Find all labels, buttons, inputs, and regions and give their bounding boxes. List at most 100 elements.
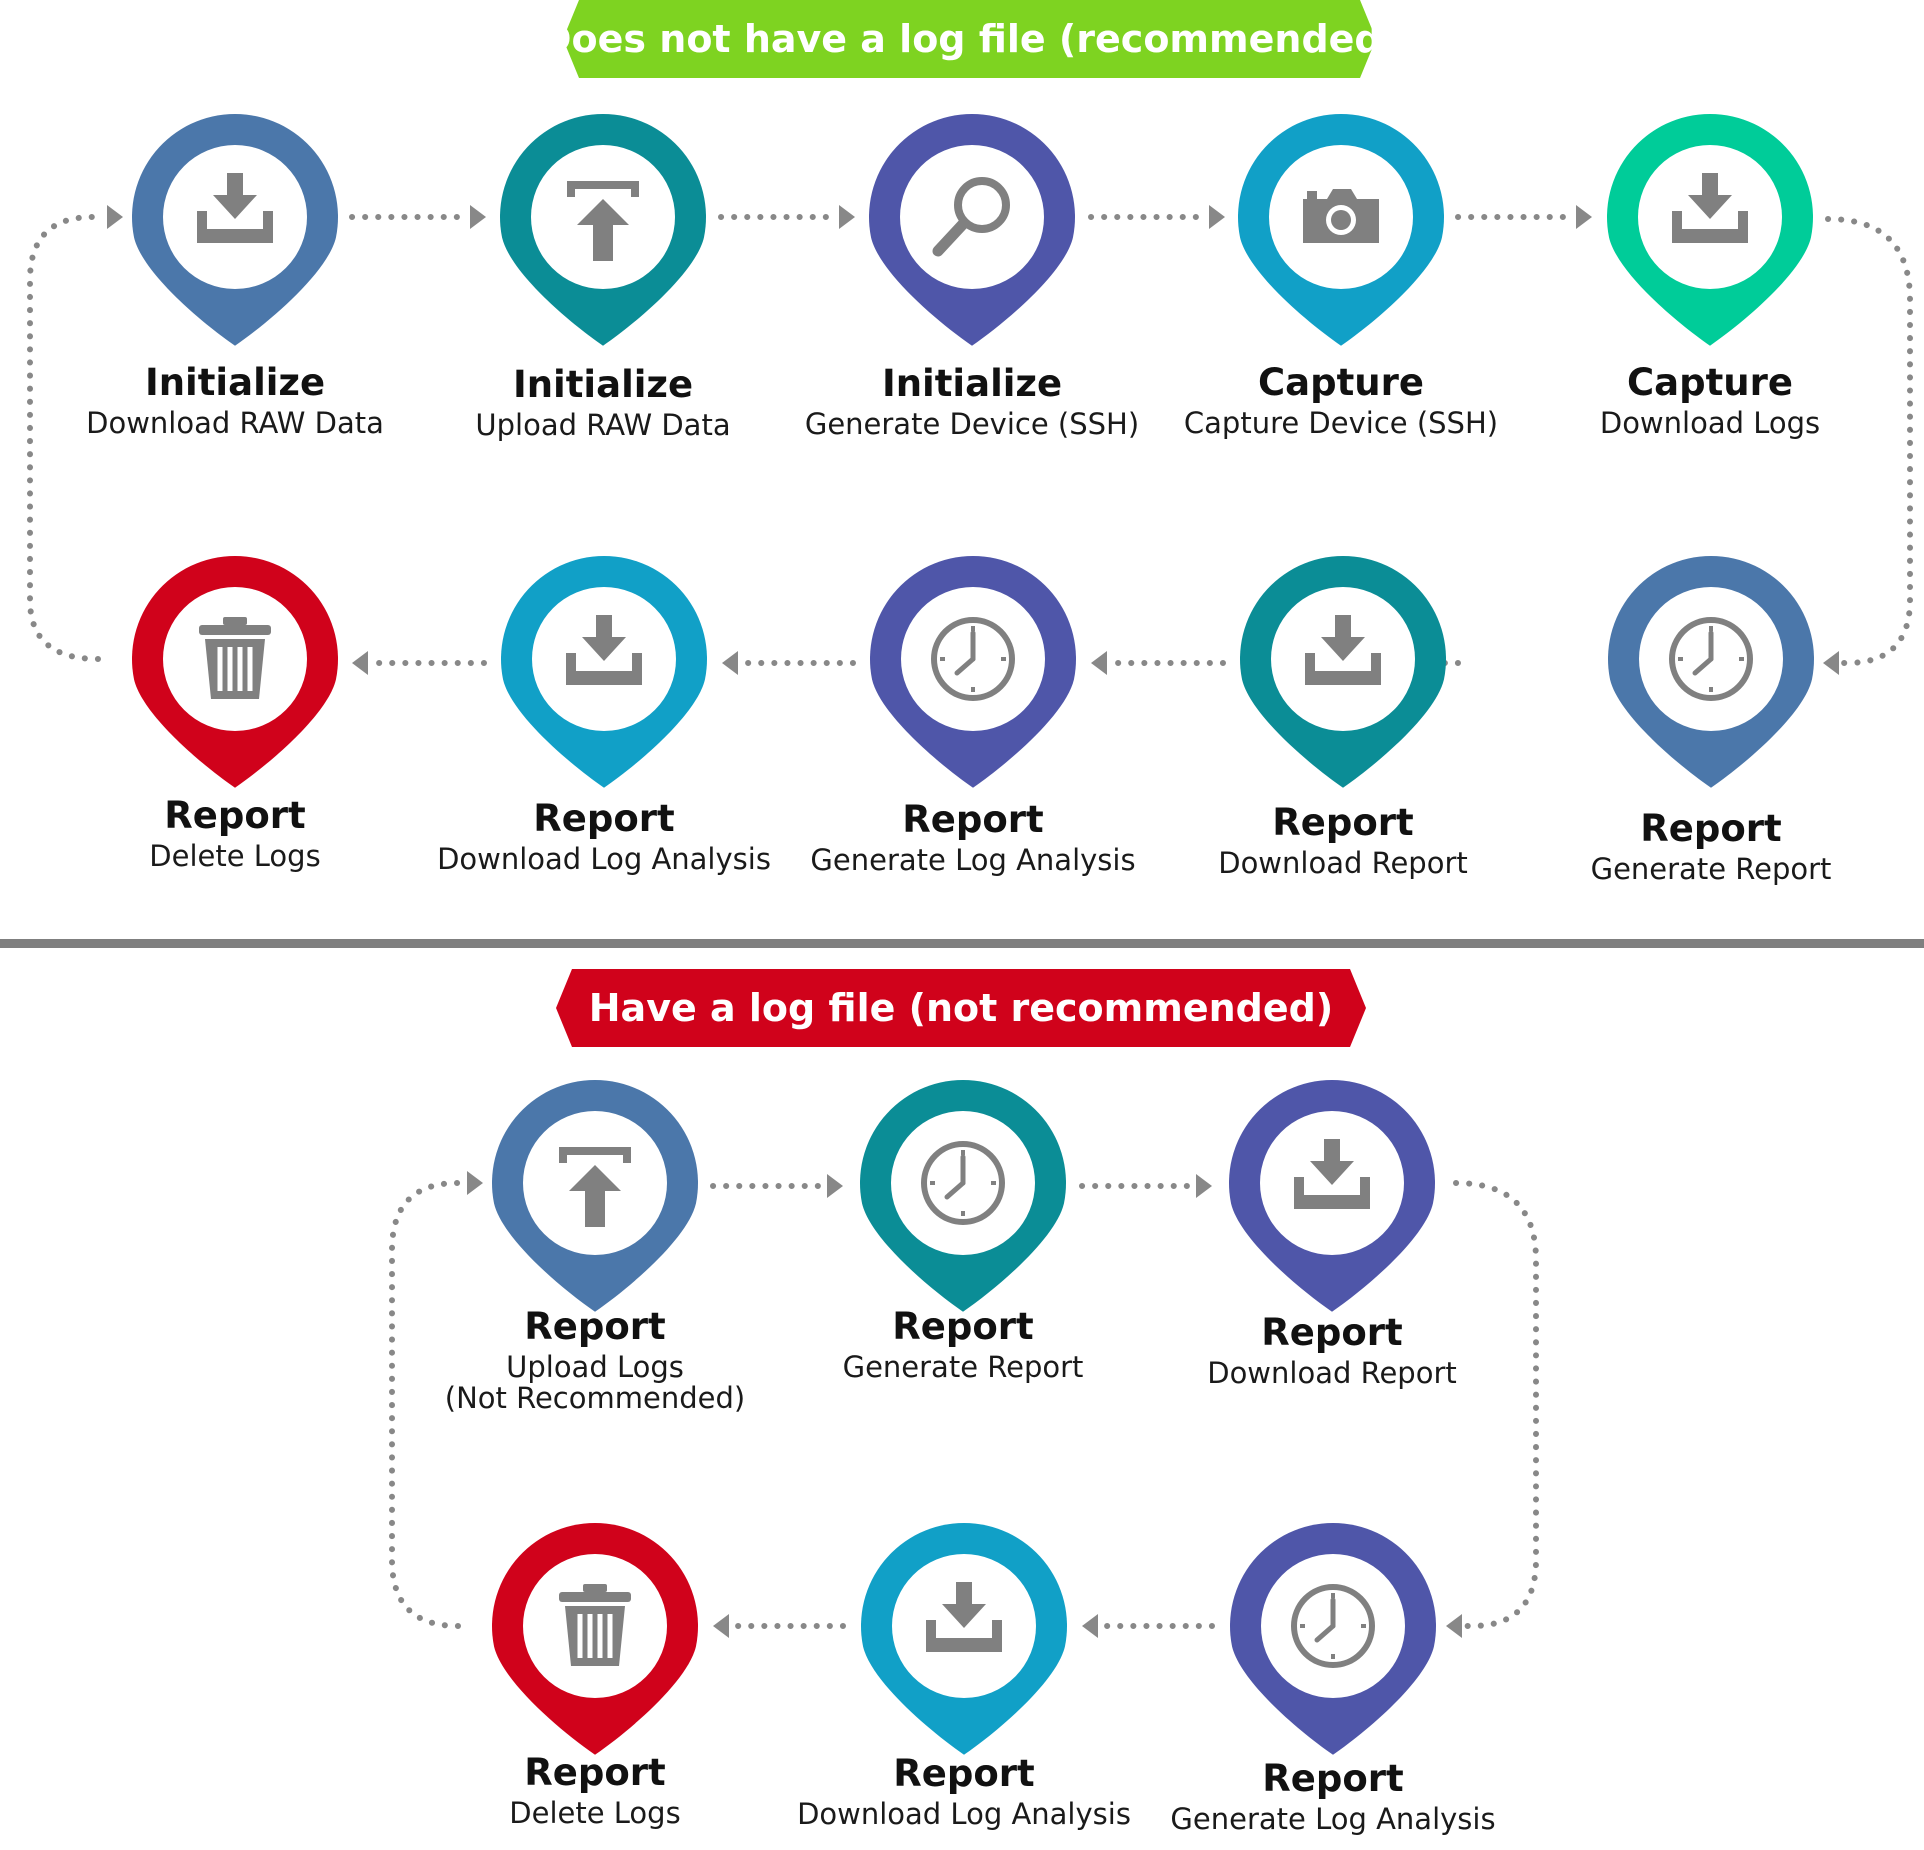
trash-lid [559, 1592, 631, 1602]
trash-handle [223, 617, 247, 625]
trash-slot [217, 647, 223, 691]
clock-icon [1291, 1584, 1375, 1668]
banner-shape [556, 969, 1366, 1047]
flow-connector [1091, 651, 1226, 675]
download-arrow-shaft [1324, 1139, 1340, 1163]
upload-icon [567, 181, 639, 261]
step-title: Report [893, 1752, 1034, 1795]
clock-icon [931, 617, 1015, 701]
download-arrow-head [582, 637, 626, 661]
camera-icon [1303, 189, 1379, 243]
download-arrow-head [213, 195, 257, 219]
download-arrow-shaft [1702, 173, 1718, 197]
download-arrow-head [1321, 637, 1365, 661]
loop-connector [1446, 1180, 1539, 1638]
flow-connector [349, 205, 486, 229]
step-title: Capture [1627, 361, 1793, 404]
download-arrow-shaft [596, 615, 612, 639]
loop-connector [27, 205, 123, 662]
step-subtitle: Generate Log Analysis [1170, 1802, 1495, 1836]
upload-tray [567, 181, 639, 197]
trash-slot [587, 1614, 593, 1658]
arrow-right-icon [1209, 205, 1225, 229]
arrow-right-icon [839, 205, 855, 229]
step-subtitle: Delete Logs [149, 839, 320, 873]
clock-hour-hand [954, 656, 976, 676]
trash-lid [199, 625, 271, 635]
download-tray [1305, 653, 1381, 685]
arrow-right-icon [1196, 1174, 1212, 1198]
magnifier-lens [954, 177, 1010, 233]
camera-flash [1307, 191, 1317, 199]
search-icon [932, 177, 1010, 257]
download-icon [1294, 1139, 1370, 1209]
step-subtitle: Upload Logs [506, 1350, 684, 1384]
step-title: Initialize [513, 363, 693, 406]
arrow-right-icon [1576, 205, 1592, 229]
download-icon [926, 1582, 1002, 1652]
step-subtitle: Download Report [1218, 846, 1468, 880]
upload-tray [559, 1147, 631, 1163]
arrow-left-icon [1091, 651, 1107, 675]
step-title: Report [1262, 1757, 1403, 1800]
step-subtitle: Generate Report [843, 1350, 1084, 1384]
flow-connector [722, 651, 856, 675]
upload-arrow-head [569, 1165, 621, 1191]
step-subtitle: Download Logs [1600, 406, 1820, 440]
arrow-right-icon [827, 1174, 843, 1198]
clock-icon [1669, 617, 1753, 701]
flow-connector [352, 651, 487, 675]
trash-slot [577, 1614, 583, 1658]
download-icon [1305, 615, 1381, 685]
step-subtitle: Download Report [1207, 1356, 1457, 1390]
step-subtitle: (Not Recommended) [445, 1381, 745, 1415]
step-title: Report [902, 798, 1043, 841]
connectors-layer [27, 205, 1913, 1638]
upload-arrow-shaft [585, 1189, 605, 1227]
trash-can [565, 1606, 625, 1666]
banner-not-recommended: Have a log file (not recommended) [556, 969, 1366, 1047]
download-arrow-shaft [956, 1582, 972, 1606]
arrow-right-icon [107, 205, 123, 229]
download-tray [197, 211, 273, 243]
loop-connector [1823, 216, 1913, 675]
step-subtitle: Generate Report [1591, 852, 1832, 886]
clock-face [1669, 617, 1753, 701]
trash-slot [607, 1614, 613, 1658]
download-icon [1672, 173, 1748, 243]
banners-layer: Does not have a log file (recommended) Ha… [540, 0, 1399, 1047]
arrow-left-icon [713, 1614, 729, 1638]
banner-label: Have a log file (not recommended) [589, 986, 1333, 1030]
trash-slot [237, 647, 243, 691]
clock-hour-hand [944, 1180, 966, 1200]
download-arrow-head [1310, 1161, 1354, 1185]
arrow-left-icon [352, 651, 368, 675]
flow-connector [713, 1614, 846, 1638]
flow-connector [710, 1174, 843, 1198]
banner-label: Does not have a log file (recommended) [540, 17, 1399, 61]
arrow-left-icon [1446, 1614, 1462, 1638]
trash-handle [583, 1584, 607, 1592]
step-title: Report [524, 1305, 665, 1348]
step-title: Report [533, 797, 674, 840]
trash-icon [559, 1584, 631, 1666]
flow-connector [1082, 1614, 1215, 1638]
step-title: Report [1272, 801, 1413, 844]
trash-icon [199, 617, 271, 699]
camera-lens [1331, 210, 1351, 230]
step-title: Report [164, 794, 305, 837]
download-tray [1294, 1177, 1370, 1209]
upload-icon [559, 1147, 631, 1227]
arrow-left-icon [1082, 1614, 1098, 1638]
download-tray [926, 1620, 1002, 1652]
flow-connector [1455, 205, 1592, 229]
